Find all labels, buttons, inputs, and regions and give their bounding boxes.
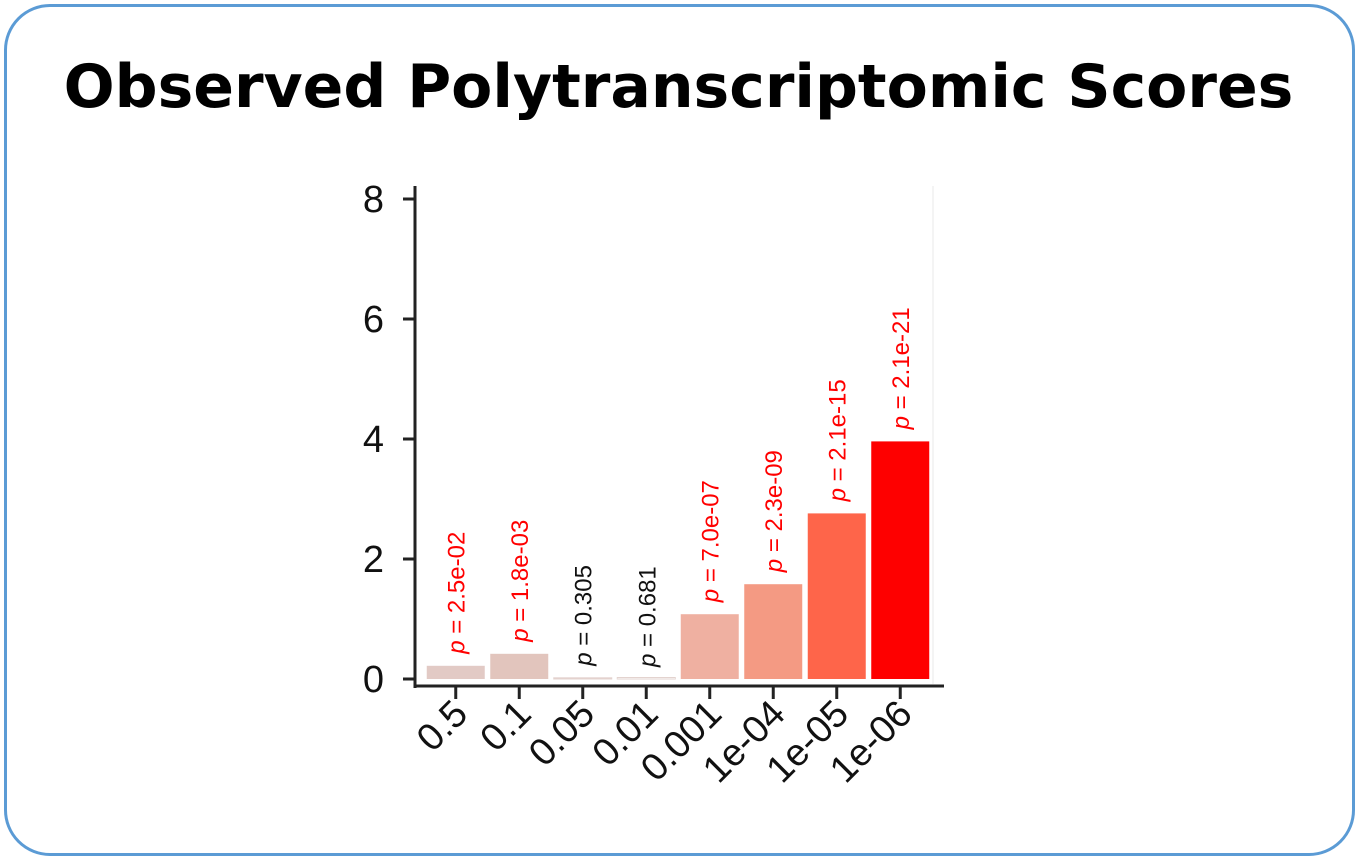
bar-0.01 — [616, 677, 676, 680]
p-value-label: p = 0.681 — [634, 566, 661, 668]
y-tick-label: 4 — [363, 419, 384, 461]
p-value-label: p = 2.5e-02 — [444, 532, 471, 655]
bar-1e-06 — [871, 441, 930, 679]
y-tick-label: 8 — [363, 179, 384, 221]
y-tick-label: 6 — [363, 299, 384, 341]
p-value-label: p = 0.305 — [571, 565, 598, 667]
p-value-label: p = 1.8e-03 — [507, 520, 534, 643]
x-tick-label: 0.05 — [521, 693, 603, 775]
p-value-label: p = 2.3e-09 — [761, 450, 788, 573]
y-tick-label: 0 — [363, 659, 384, 701]
bar-0.1 — [490, 653, 549, 679]
y-tick-label: 2 — [363, 539, 384, 581]
bar-0.001 — [680, 614, 739, 679]
p-value-label: p = 7.0e-07 — [698, 480, 725, 603]
page-title: Observed Polytranscriptomic Scores — [63, 52, 1294, 122]
bar-0.5 — [426, 665, 485, 679]
bar-1e-05 — [807, 513, 866, 679]
bar-0.05 — [553, 677, 613, 680]
bar-1e-04 — [744, 584, 803, 679]
p-value-label: p = 2.1e-21 — [888, 307, 915, 430]
p-value-label: p = 2.1e-15 — [825, 379, 852, 502]
chart-frame — [4, 4, 1355, 856]
x-tick-label: 0.5 — [409, 693, 476, 760]
